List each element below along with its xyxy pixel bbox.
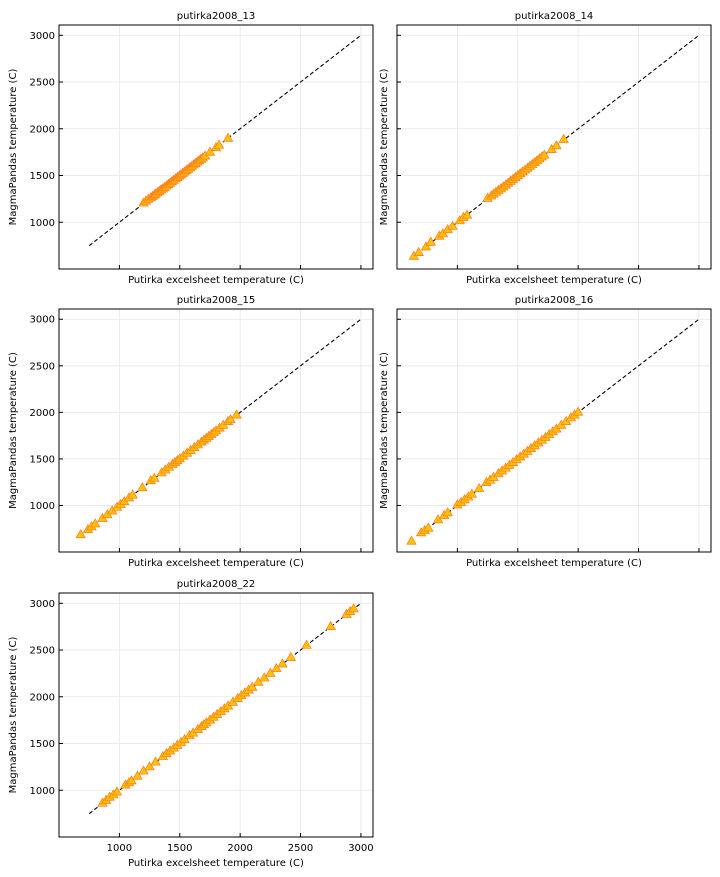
data-point [447, 220, 458, 230]
axes-frame [396, 24, 712, 270]
subplot-5: 1000 1500 2000 2500 3000 1000 1500 2000 2500 3000… [8, 579, 374, 869]
data-point [225, 414, 236, 424]
data-point [75, 529, 86, 539]
data-point [539, 149, 550, 159]
data-point [466, 488, 478, 498]
y-axis-label: MagmaPandas temperature (C) [8, 352, 19, 509]
x-axis-label: Putirka excelsheet temperature (C) [128, 558, 304, 569]
data-point [442, 507, 453, 517]
y-tick-label: 1500 [30, 171, 55, 182]
data-point [132, 770, 143, 780]
y-tick-label: 1000 [30, 218, 55, 229]
x-axis-label: Putirka excelsheet temperature (C) [466, 558, 642, 569]
x-axis-label: Putirka excelsheet temperature (C) [128, 275, 304, 286]
x-tick-label: 3000 [348, 843, 373, 854]
data-point [127, 489, 138, 499]
data-point [420, 241, 432, 251]
x-axis-label: Putirka excelsheet temperature (C) [128, 858, 304, 869]
x-axis-label: Putirka excelsheet temperature (C) [466, 275, 642, 286]
data-point [285, 651, 297, 661]
data-point [325, 620, 336, 630]
data-point [406, 535, 417, 545]
data-point [259, 672, 270, 682]
y-tick-label: 2000 [30, 124, 55, 135]
y-axis-label: MagmaPandas temperature (C) [8, 69, 19, 226]
y-tick-label: 1000 [30, 501, 55, 512]
data-point [204, 146, 216, 156]
data-point [277, 658, 288, 668]
y-tick-label: 3000 [30, 315, 55, 326]
subplot-4: putirka2008_16 Putirka excelsheet tempera… [379, 295, 712, 569]
axes-frame [58, 592, 374, 838]
axes-frame [58, 308, 374, 553]
subplot-title: putirka2008_16 [515, 295, 593, 306]
axes-frame [396, 308, 712, 553]
y-tick-label: 1500 [30, 454, 55, 465]
data-point [149, 472, 160, 482]
y-tick-label: 1500 [30, 739, 55, 750]
y-tick-label: 3000 [30, 31, 55, 42]
y-tick-label: 2500 [30, 361, 55, 372]
y-axis-label: MagmaPandas temperature (C) [379, 69, 390, 226]
data-point [551, 140, 562, 150]
data-point [222, 132, 234, 142]
y-tick-label: 2500 [30, 78, 55, 89]
data-point [90, 518, 101, 528]
x-tick-label: 1500 [167, 843, 192, 854]
data-point [265, 667, 276, 677]
subplot-title: putirka2008_22 [177, 579, 255, 590]
data-point [247, 681, 258, 691]
subplot-title: putirka2008_14 [515, 11, 593, 22]
data-point [461, 209, 473, 219]
data-point [473, 482, 485, 493]
subplot-2: putirka2008_14 Putirka excelsheet tempera… [379, 11, 712, 286]
y-tick-label: 3000 [30, 599, 55, 610]
subplot-1: 1000 1500 2000 2500 3000 putirka2008_13 Putirk… [8, 11, 374, 286]
x-tick-label: 2500 [288, 843, 313, 854]
y-tick-label: 2500 [30, 646, 55, 657]
data-point [572, 406, 584, 416]
data-point [213, 139, 225, 149]
data-point [348, 603, 359, 613]
data-point [150, 756, 161, 766]
data-point [558, 133, 569, 143]
subplot-title: putirka2008_15 [177, 295, 255, 306]
data-point [425, 236, 437, 246]
data-point [231, 409, 242, 419]
data-point [126, 775, 137, 785]
y-tick-label: 1000 [30, 786, 55, 797]
axes-frame [58, 24, 374, 270]
data-point [413, 246, 424, 256]
y-tick-label: 2000 [30, 692, 55, 703]
subplot-title: putirka2008_13 [177, 11, 255, 22]
y-tick-label: 2000 [30, 408, 55, 419]
data-point [144, 761, 155, 771]
data-point [301, 639, 312, 649]
data-point [423, 522, 434, 532]
x-tick-label: 2000 [227, 843, 252, 854]
x-tick-label: 1000 [107, 843, 132, 854]
data-point [111, 786, 123, 796]
y-axis-label: MagmaPandas temperature (C) [379, 352, 390, 509]
data-point [271, 662, 282, 673]
subplot-3: 1000 1500 2000 2500 3000 putirka2008_15 Putirk… [8, 295, 374, 569]
y-axis-label: MagmaPandas temperature (C) [8, 637, 19, 794]
data-point [137, 481, 148, 492]
